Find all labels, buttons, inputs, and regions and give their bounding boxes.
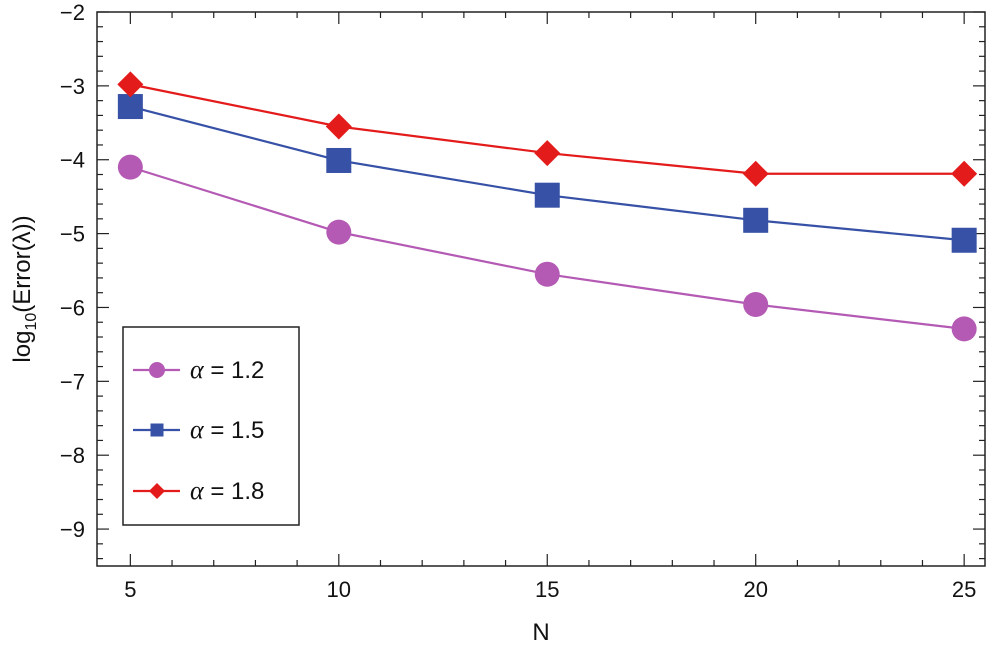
series-layer xyxy=(117,71,978,342)
data-point-diamond xyxy=(951,160,978,187)
y-tick-label: −6 xyxy=(60,295,85,320)
data-point-diamond xyxy=(534,140,561,167)
x-axis-title: N xyxy=(532,619,549,645)
legend-marker-circle xyxy=(149,362,165,378)
legend: α = 1.2 α = 1.5 α = 1.8 xyxy=(122,326,300,526)
legend-item: α = 1.2 xyxy=(133,355,264,384)
data-point-square xyxy=(117,94,143,120)
y-axis-title-rest: (Error(λ)) xyxy=(9,215,36,312)
legend-marker-square xyxy=(150,423,164,437)
data-point-diamond xyxy=(325,113,352,140)
data-point-square xyxy=(951,227,977,253)
series-square xyxy=(117,94,977,253)
legend-label: α = 1.2 xyxy=(190,355,264,384)
y-tick-label: −4 xyxy=(60,148,85,173)
series-circle xyxy=(117,154,977,342)
x-tick-label: 15 xyxy=(535,577,559,602)
data-point-square xyxy=(326,147,352,173)
x-tick-label: 20 xyxy=(743,577,767,602)
y-tick-label: −3 xyxy=(60,74,85,99)
legend-marker-diamond xyxy=(149,483,165,499)
y-tick-label: −8 xyxy=(60,443,85,468)
y-tick-label: −5 xyxy=(60,222,85,247)
x-tick-label: 10 xyxy=(327,577,351,602)
y-axis-title-subscript: 10 xyxy=(23,313,40,331)
data-point-square xyxy=(534,182,560,208)
legend-label: α = 1.8 xyxy=(190,476,264,505)
data-point-circle xyxy=(534,261,560,287)
y-axis-title-base: log xyxy=(9,331,36,363)
data-point-circle xyxy=(117,154,143,180)
legend-item: α = 1.5 xyxy=(133,415,264,444)
legend-item: α = 1.8 xyxy=(133,476,264,505)
data-point-square xyxy=(743,207,769,233)
axis-ticks xyxy=(97,11,985,566)
data-point-circle xyxy=(743,292,769,318)
plot-frame xyxy=(96,11,986,567)
y-tick-label: −2 xyxy=(60,0,85,25)
x-tick-label: 25 xyxy=(952,577,976,602)
y-tick-label: −7 xyxy=(60,369,85,394)
series-diamond xyxy=(117,71,978,187)
y-tick-label: −9 xyxy=(60,517,85,542)
data-point-circle xyxy=(326,219,352,245)
data-point-diamond xyxy=(117,71,144,98)
axis-tick-labels: 5 10 15 20 25 −2 −3 −4 −5 −6 −7 −8 −9 xyxy=(60,0,976,602)
data-point-diamond xyxy=(742,160,769,187)
data-point-circle xyxy=(951,316,977,342)
legend-label: α = 1.5 xyxy=(190,415,264,444)
y-axis-title: log10(Error(λ)) xyxy=(9,215,40,362)
x-tick-label: 5 xyxy=(124,577,136,602)
